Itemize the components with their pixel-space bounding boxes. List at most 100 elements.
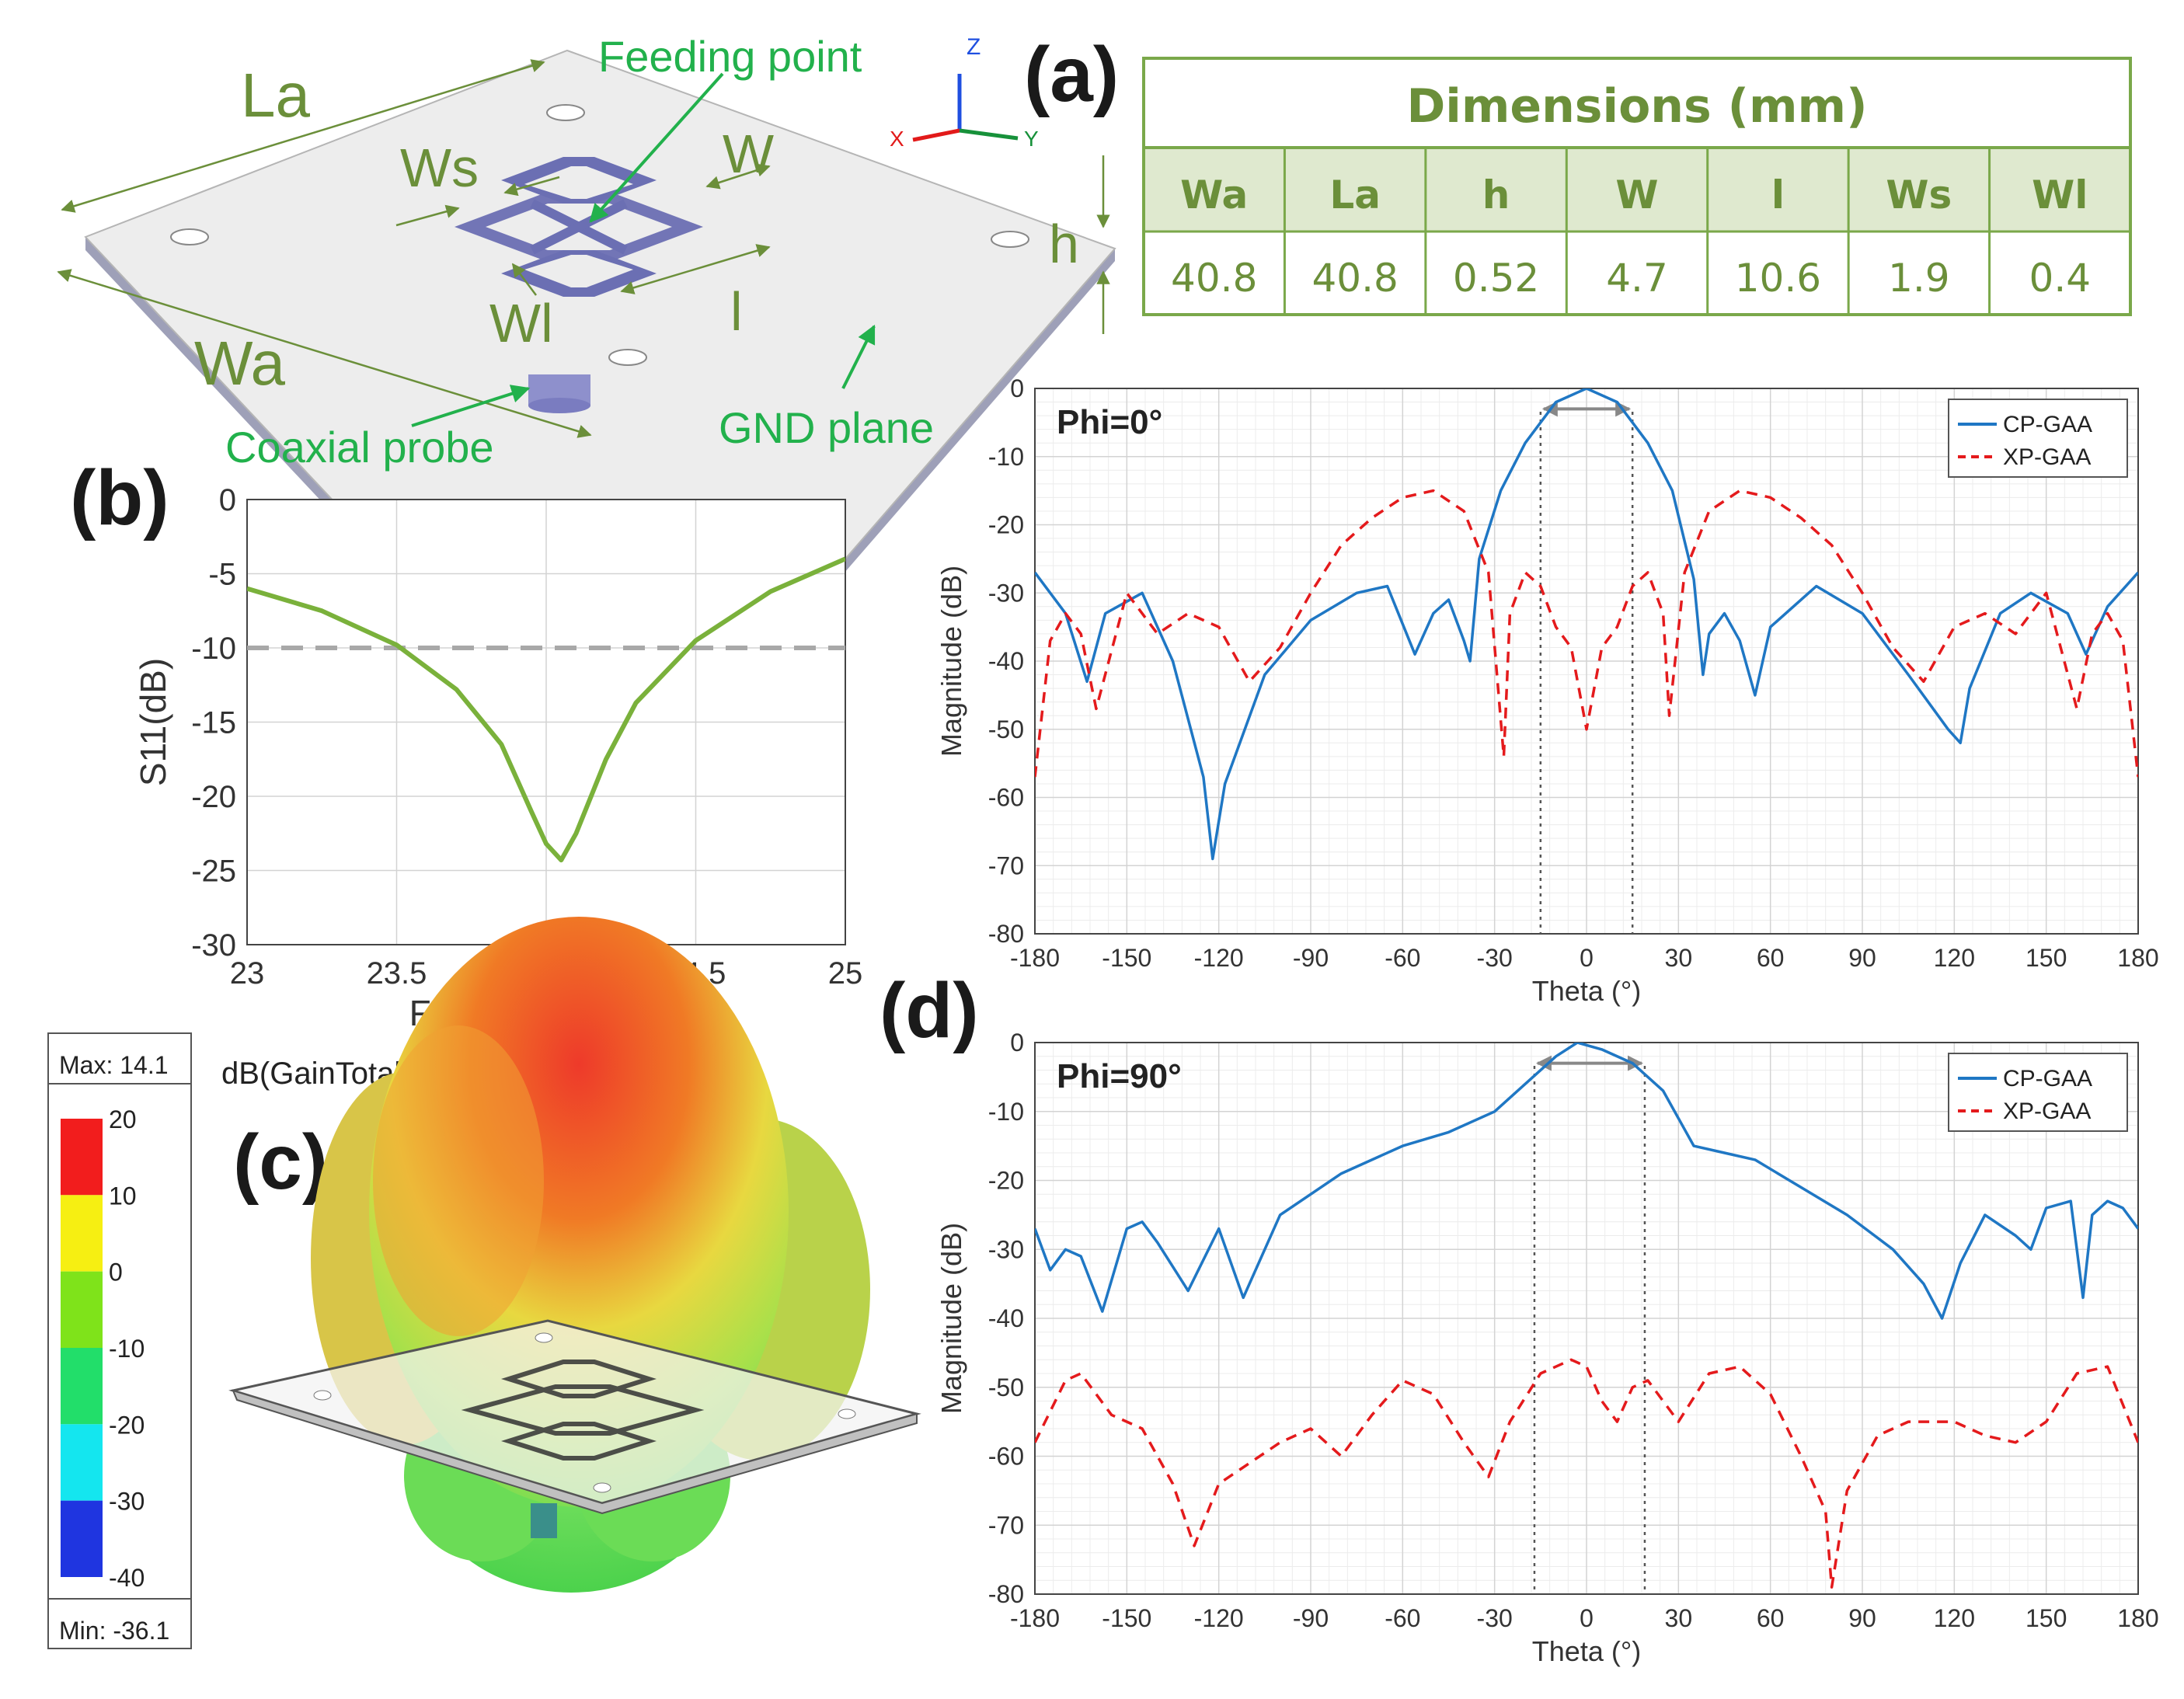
colorbar-tick: 20 [109, 1105, 137, 1133]
x-tick-label: -180 [1010, 1604, 1060, 1632]
series-line-cp-gaa [1035, 388, 2138, 861]
label-Wl: Wl [489, 293, 553, 353]
antenna-geometry: La Wa Ws W Wl l h Feeding point Coaxial … [57, 32, 1116, 825]
y-tick-label: -50 [988, 1373, 1024, 1401]
colorbar-tick: 0 [109, 1259, 123, 1286]
colorbar-segment [61, 1119, 103, 1196]
x-tick-label: -30 [1477, 944, 1513, 972]
table-header-cell: h [1482, 172, 1510, 218]
series-line-xp-gaa [1035, 489, 2138, 778]
mounting-hole [608, 349, 647, 366]
x-tick-label: 0 [1580, 944, 1594, 972]
label-l: l [730, 281, 743, 342]
x-tick-label: 23 [230, 956, 265, 991]
legend [1948, 1053, 2128, 1132]
mounting-hole [546, 104, 585, 121]
phi-annotation: Phi=0° [1057, 403, 1162, 441]
dim-arrow-Wa [57, 269, 592, 438]
x-tick-label: 23.5 [367, 956, 427, 991]
y-tick-label: -10 [988, 1098, 1024, 1126]
pointer-feeding-point [589, 72, 724, 223]
y-tick-label: -70 [988, 1511, 1024, 1539]
table-header-cell: La [1329, 172, 1381, 218]
x-tick-label: 30 [1665, 1604, 1693, 1632]
x-tick-label: -60 [1385, 944, 1420, 972]
colorbar-min: Min: -36.1 [59, 1617, 169, 1645]
y-tick-label: -80 [988, 920, 1024, 948]
y-tick-label: -30 [988, 1235, 1024, 1263]
x-tick-label: 60 [1757, 1604, 1785, 1632]
mounting-hole [170, 228, 209, 245]
y-axis-label: S11(dB) [133, 658, 173, 786]
axis-y-label: Y [1024, 127, 1039, 151]
colorbar-max: Max: 14.1 [59, 1051, 169, 1079]
y-tick-label: -60 [988, 784, 1024, 812]
table-value-cell: 0.4 [2029, 256, 2092, 301]
phi-annotation: Phi=90° [1057, 1057, 1182, 1095]
pattern-chart-phi90: -180 -150 -120 -90 -60 -30 0 30 60 90 120 150 180 0 -1… [935, 1029, 2159, 1667]
dimension-table: Dimensions (mm) Wa 40.8 La 40.8 h 0.52 W 4.7 l 10… [1142, 57, 2132, 316]
pattern-chart-phi0: -180 -150 -120 -90 -60 -30 0 30 60 90 120 150 180 0 -1… [935, 374, 2159, 1007]
y-tick-label: 0 [1010, 1029, 1024, 1057]
x-tick-label: 180 [2117, 1604, 2158, 1632]
y-axis-label: Magnitude (dB) [935, 1223, 967, 1414]
x-tick-label: 90 [1848, 1604, 1876, 1632]
radiation-pattern-3d [228, 917, 921, 1593]
y-tick-label: 0 [1010, 374, 1024, 402]
pointer-gnd-plane [841, 324, 876, 389]
x-tick-label: -120 [1194, 1604, 1244, 1632]
panel-label-b: (b) [70, 454, 169, 541]
y-tick-label: -30 [988, 579, 1024, 607]
x-tick-label: -150 [1102, 944, 1151, 972]
x-tick-label: -30 [1477, 1604, 1513, 1632]
x-tick-label: 120 [1934, 1604, 1975, 1632]
y-tick-label: -40 [988, 647, 1024, 675]
x-axis-label: Theta (°) [1532, 975, 1641, 1007]
x-tick-label: -90 [1293, 1604, 1329, 1632]
x-tick-label: 180 [2117, 944, 2158, 972]
label-coaxial-probe: Coaxial probe [225, 423, 494, 472]
table-header-cell: l [1771, 172, 1785, 218]
table-title: Dimensions (mm) [1407, 79, 1868, 134]
colorbar-segment [61, 1500, 103, 1577]
y-tick-label: -70 [988, 851, 1024, 879]
colorbar-segment [61, 1271, 103, 1348]
legend [1948, 399, 2128, 478]
x-tick-label: -120 [1194, 944, 1244, 972]
label-La: La [241, 61, 310, 130]
y-tick-label: -20 [191, 780, 236, 814]
axis-triad: Z X Y [890, 34, 1039, 151]
x-tick-label: 120 [1934, 944, 1975, 972]
colorbar-segment [61, 1348, 103, 1425]
colorbar-segment [61, 1195, 103, 1272]
colorbar-tick: -30 [109, 1488, 145, 1516]
table-header-cell: Ws [1886, 172, 1952, 218]
y-tick-label: 0 [219, 483, 236, 517]
dim-arrow-La [61, 59, 545, 213]
y-tick-label: -10 [988, 443, 1024, 471]
table-header-cell: Wa [1180, 172, 1248, 218]
label-h: h [1049, 214, 1079, 274]
x-tick-label: -90 [1293, 944, 1329, 972]
legend-entry: XP-GAA [2003, 1098, 2091, 1124]
y-tick-label: -5 [208, 558, 236, 592]
pointer-coaxial-probe [411, 385, 531, 427]
x-tick-label: -150 [1102, 1604, 1151, 1632]
label-feeding-point: Feeding point [598, 32, 862, 81]
table-value-cell: 1.9 [1888, 256, 1950, 301]
panel-label-c: (c) [233, 1119, 328, 1206]
label-gnd-plane: GND plane [719, 403, 934, 452]
colorbar-segment [61, 1424, 103, 1501]
table-value-cell: 0.52 [1453, 256, 1539, 301]
label-Ws: Ws [400, 138, 479, 198]
legend-entry: XP-GAA [2003, 444, 2091, 470]
panel-label-d: (d) [880, 967, 979, 1054]
colorbar-tick: -20 [109, 1411, 145, 1439]
x-tick-label: 0 [1580, 1604, 1594, 1632]
colorbar: Max: 14.1 Min: -36.1 20 10 0 -10 -20 -30 -40 [47, 1032, 192, 1649]
series-line [247, 556, 845, 863]
axis-x-label: X [890, 127, 904, 151]
x-tick-label: 90 [1848, 944, 1876, 972]
table-value-cell: 40.8 [1171, 256, 1257, 301]
